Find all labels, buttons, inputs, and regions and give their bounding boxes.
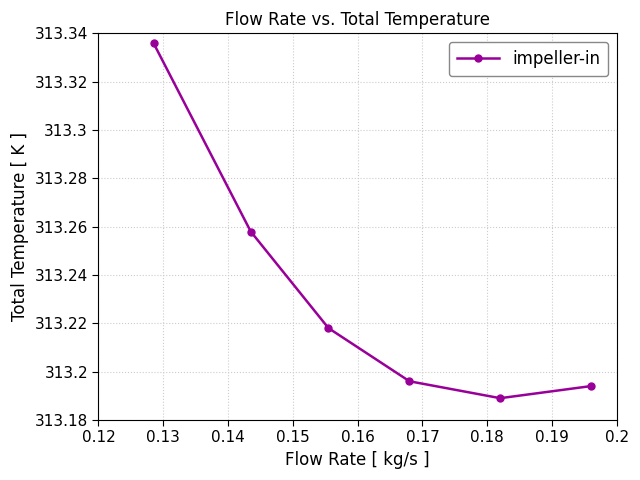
impeller-in: [324, 325, 332, 331]
impeller-in: [150, 40, 157, 46]
impeller-in: [497, 396, 504, 401]
impeller-in: [406, 378, 413, 384]
Legend: impeller-in: impeller-in: [449, 42, 609, 76]
Line: impeller-in: impeller-in: [150, 40, 595, 402]
impeller-in: [587, 383, 595, 389]
Y-axis label: Total Temperature [ K ]: Total Temperature [ K ]: [11, 132, 29, 321]
X-axis label: Flow Rate [ kg/s ]: Flow Rate [ kg/s ]: [285, 451, 430, 469]
impeller-in: [247, 228, 255, 234]
Title: Flow Rate vs. Total Temperature: Flow Rate vs. Total Temperature: [225, 11, 490, 29]
